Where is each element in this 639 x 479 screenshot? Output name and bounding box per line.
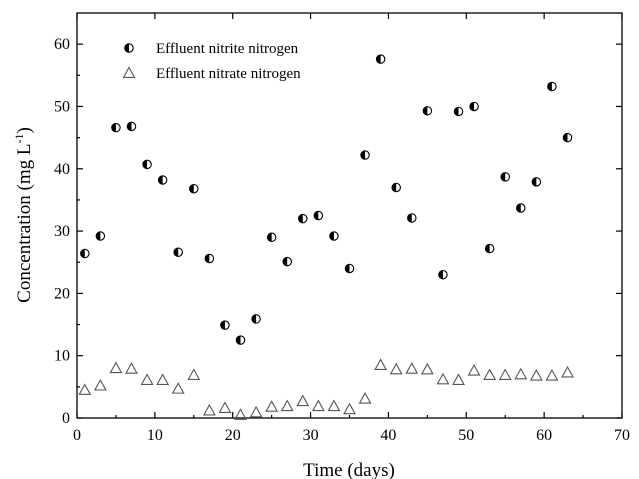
data-point-nitrate xyxy=(374,358,388,370)
x-axis-title: Time (days) xyxy=(303,460,395,479)
data-point-nitrite xyxy=(313,210,324,221)
data-point-nitrate xyxy=(467,364,481,376)
y-axis-title: Concentration (mg L-1) xyxy=(12,127,35,303)
data-point-nitrite xyxy=(126,121,137,132)
data-point-nitrite xyxy=(251,314,261,324)
data-point-nitrate xyxy=(561,365,574,378)
data-point-nitrite xyxy=(204,253,215,264)
data-point-nitrate xyxy=(125,362,138,374)
series-0 xyxy=(80,54,573,345)
data-point-nitrate xyxy=(483,368,497,380)
data-point-nitrate xyxy=(280,399,294,412)
data-point-nitrate xyxy=(187,368,201,380)
x-tick-label: 0 xyxy=(73,427,81,444)
data-point-nitrite xyxy=(469,101,479,112)
y-axis-title-superscript: -1 xyxy=(12,133,26,143)
data-point-nitrite xyxy=(142,159,152,170)
legend-symbol-nitrite xyxy=(124,43,134,53)
legend-marker-nitrite xyxy=(124,43,134,53)
data-point-nitrate xyxy=(78,383,92,395)
x-tick-label: 60 xyxy=(536,427,552,444)
data-point-nitrate xyxy=(311,399,325,412)
data-point-nitrite xyxy=(266,232,277,243)
data-point-nitrate xyxy=(218,401,232,413)
data-point-nitrite xyxy=(516,203,526,213)
data-point-nitrate xyxy=(171,382,185,394)
data-point-nitrate xyxy=(452,373,465,385)
data-point-nitrite xyxy=(111,122,121,133)
y-tick-label: 10 xyxy=(54,348,70,365)
data-point-nitrate xyxy=(265,400,279,412)
y-tick-label: 60 xyxy=(54,36,70,53)
data-point-nitrite xyxy=(407,213,417,223)
y-axis-title-main: Concentration (mg L xyxy=(14,143,35,302)
data-point-nitrate xyxy=(389,362,403,375)
data-point-nitrite xyxy=(173,247,183,258)
data-point-nitrite xyxy=(189,183,199,194)
data-point-nitrate xyxy=(545,368,559,381)
y-tick-label: 20 xyxy=(54,285,70,302)
data-point-nitrite xyxy=(547,81,557,92)
data-point-nitrate xyxy=(358,392,372,404)
x-tick-label: 10 xyxy=(147,427,163,444)
data-point-nitrite xyxy=(422,106,433,116)
y-tick-label: 40 xyxy=(54,161,70,178)
x-tick-label: 40 xyxy=(380,427,396,444)
x-tick-label: 30 xyxy=(303,427,319,444)
data-point-nitrite xyxy=(80,248,90,259)
data-point-nitrate xyxy=(529,368,543,381)
data-point-nitrite xyxy=(344,263,355,274)
data-point-nitrite xyxy=(298,213,308,224)
data-point-nitrate xyxy=(498,368,512,380)
data-point-nitrate xyxy=(140,373,154,385)
data-point-nitrite xyxy=(500,172,510,182)
y-tick-label: 30 xyxy=(54,223,70,240)
data-point-nitrite xyxy=(157,175,168,185)
data-point-nitrite xyxy=(391,182,401,193)
data-point-nitrite xyxy=(453,106,464,117)
data-point-nitrite xyxy=(282,256,292,267)
x-tick-label: 70 xyxy=(614,427,630,444)
legend-label-nitrite: Effluent nitrite nitrogen xyxy=(156,41,299,57)
data-point-nitrate xyxy=(343,402,356,415)
y-axis-title-suffix: ) xyxy=(14,127,35,133)
data-point-nitrate xyxy=(156,373,170,385)
data-point-nitrate xyxy=(93,378,107,391)
x-tick-label: 20 xyxy=(225,427,241,444)
data-point-nitrate xyxy=(514,367,528,380)
data-point-nitrate xyxy=(327,399,341,412)
data-point-nitrite xyxy=(375,54,386,64)
y-axis-ticks: 0 10 20 30 40 50 60 xyxy=(54,36,622,427)
data-point-nitrite xyxy=(531,177,542,187)
legend: Effluent nitrite nitrogen Effluent nitra… xyxy=(122,41,301,82)
legend-symbol-nitrate xyxy=(122,66,136,78)
data-point-nitrate xyxy=(249,405,263,418)
data-point-nitrate xyxy=(234,408,247,420)
data-point-nitrite xyxy=(484,243,495,254)
series-1 xyxy=(78,358,574,420)
data-point-nitrate xyxy=(202,403,216,416)
series-layer xyxy=(78,54,574,420)
data-point-nitrite xyxy=(329,231,339,241)
data-point-nitrite xyxy=(235,335,246,345)
data-point-nitrate xyxy=(420,362,434,375)
y-tick-label: 0 xyxy=(62,410,70,427)
legend-marker-nitrate xyxy=(122,66,136,78)
data-point-nitrite xyxy=(562,132,573,143)
y-tick-label: 50 xyxy=(54,98,70,115)
x-axis-ticks: 0 10 20 30 40 50 60 70 xyxy=(73,13,630,444)
data-point-nitrite xyxy=(360,150,370,160)
data-point-nitrite xyxy=(438,269,448,280)
data-point-nitrite xyxy=(220,320,230,330)
data-point-nitrate xyxy=(405,362,419,374)
x-tick-label: 50 xyxy=(458,427,474,444)
data-point-nitrate xyxy=(436,372,450,385)
data-point-nitrate xyxy=(296,394,310,407)
legend-label-nitrate: Effluent nitrate nitrogen xyxy=(156,66,301,82)
data-point-nitrite xyxy=(95,231,106,241)
data-point-nitrate xyxy=(109,361,123,374)
